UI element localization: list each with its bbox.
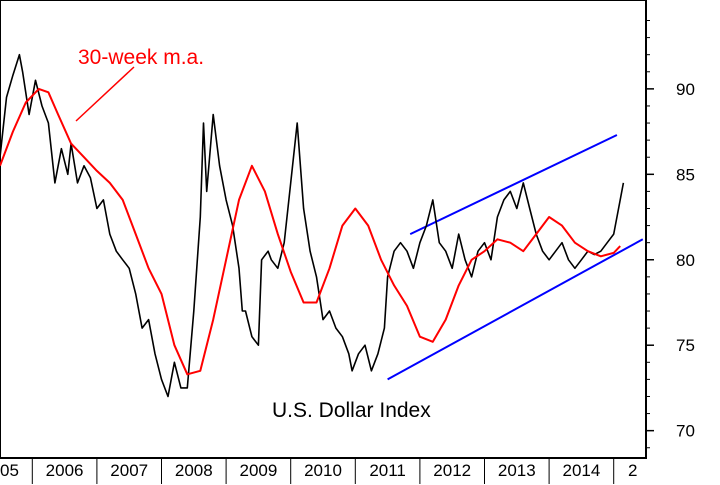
dollar-index-line [0, 53, 625, 398]
series-layer [0, 53, 625, 398]
index-annotation-label: U.S. Dollar Index [272, 399, 431, 422]
y-tick-label: 80 [676, 251, 695, 270]
y-axis: 70 75 80 85 90 [646, 20, 695, 449]
x-tick-label: 2012 [433, 461, 471, 480]
x-tick-label: 2007 [110, 461, 148, 480]
x-tick-label: 2010 [304, 461, 342, 480]
plot-area [0, 0, 647, 459]
y-tick-label: 90 [676, 80, 695, 99]
x-tick-label: 2013 [498, 461, 536, 480]
x-tick-label: 2014 [562, 461, 600, 480]
moving-average-line [0, 87, 621, 376]
x-tick-label: 2006 [46, 461, 84, 480]
trend-channel [387, 134, 644, 381]
x-tick-label: 2 [628, 461, 637, 480]
y-tick-label: 75 [676, 336, 695, 355]
upper-trend-line [409, 134, 618, 236]
x-tick-label: 2011 [369, 461, 406, 480]
lower-trend-line [387, 238, 644, 381]
ma-annotation-label: 30-week m.a. [78, 46, 204, 69]
x-axis: 05 2006 2007 2008 2009 2010 2011 2012 2013 2014 2 [0, 458, 637, 484]
y-tick-label: 85 [676, 165, 695, 184]
ma-annotation-pointer [75, 66, 135, 122]
x-tick-label: 2008 [175, 461, 213, 480]
x-tick-label: 2009 [239, 461, 277, 480]
annotation-layer: 30-week m.a. U.S. Dollar Index [75, 46, 431, 422]
plot-frame [0, 0, 647, 459]
y-tick-label: 70 [676, 422, 695, 441]
x-tick-label: 05 [0, 461, 19, 480]
